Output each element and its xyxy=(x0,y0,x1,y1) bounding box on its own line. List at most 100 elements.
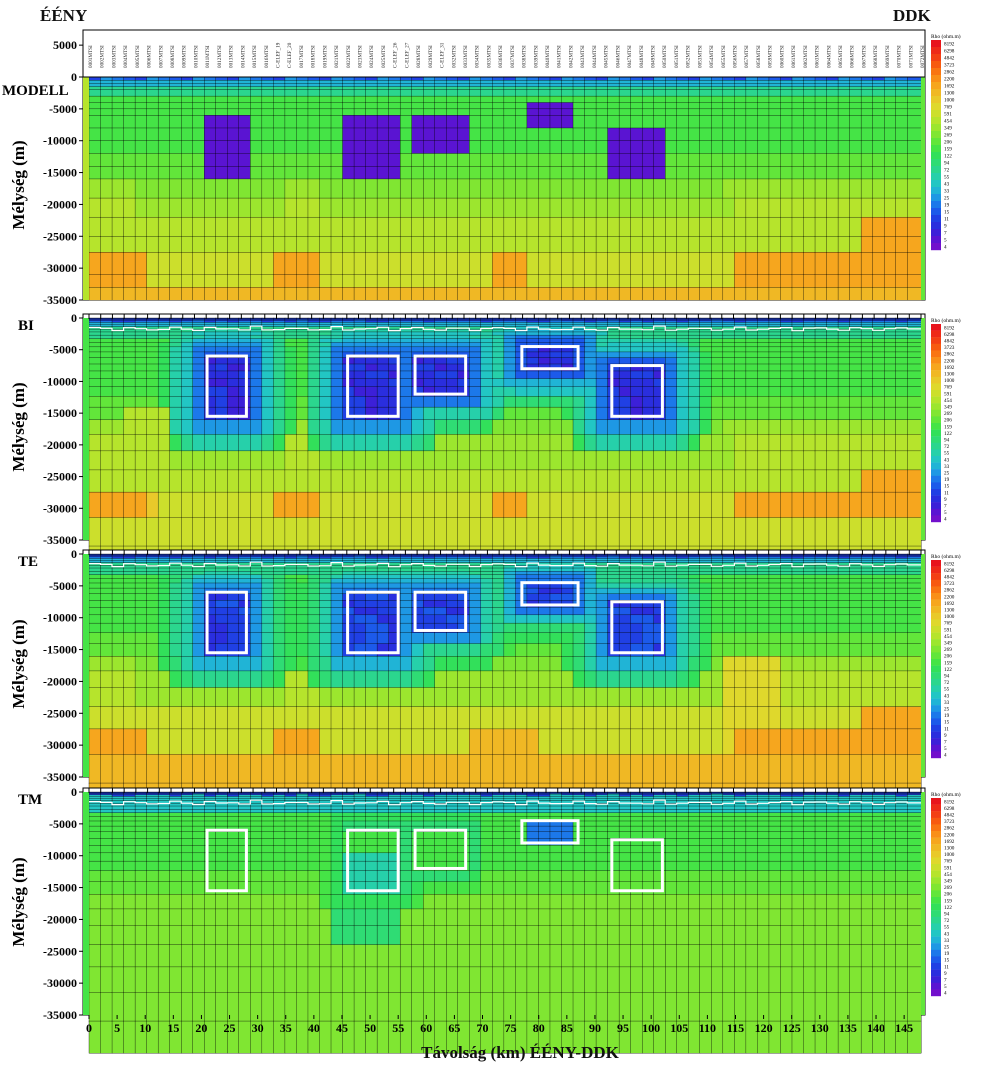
heatmap-cell xyxy=(526,80,539,84)
heatmap-cell xyxy=(423,687,436,708)
heatmap-cell xyxy=(134,607,148,616)
colorbar-swatch xyxy=(931,215,941,223)
heatmap-cell xyxy=(446,491,459,518)
heatmap-cell xyxy=(665,469,678,493)
heatmap-cell xyxy=(181,450,194,471)
heatmap-cell xyxy=(480,396,493,408)
heatmap-cell xyxy=(134,331,148,336)
panel-label: BI xyxy=(18,318,34,334)
heatmap-cell xyxy=(111,351,125,359)
heatmap-cell xyxy=(665,76,678,81)
heatmap-cell xyxy=(895,83,908,88)
heatmap-cell xyxy=(895,197,908,218)
heatmap-cell xyxy=(676,274,689,288)
heatmap-cell xyxy=(618,140,632,154)
heatmap-cell xyxy=(411,706,424,730)
heatmap-cell xyxy=(826,346,839,353)
heatmap-cell xyxy=(192,632,205,644)
heatmap-cell xyxy=(399,517,413,547)
heatmap-cell xyxy=(503,728,516,755)
heatmap-cell xyxy=(515,687,528,708)
heatmap-cell xyxy=(146,622,159,634)
heatmap-cell xyxy=(872,140,885,154)
heatmap-cell xyxy=(676,166,689,180)
heatmap-cell xyxy=(607,331,620,336)
heatmap-cell xyxy=(330,80,344,84)
heatmap-cell xyxy=(872,351,885,359)
heatmap-cell xyxy=(296,331,309,336)
heatmap-cell xyxy=(227,274,240,288)
heatmap-cell xyxy=(860,197,874,218)
heatmap-cell xyxy=(88,252,101,275)
heatmap-cell xyxy=(319,108,332,116)
heatmap-cell xyxy=(273,670,286,688)
heatmap-cell xyxy=(480,274,493,288)
heatmap-cell xyxy=(561,80,574,84)
heatmap-cell xyxy=(572,153,586,167)
heatmap-cell xyxy=(503,331,516,336)
heatmap-cell xyxy=(181,86,194,91)
heatmap-cell xyxy=(630,287,643,301)
heatmap-cell xyxy=(572,127,586,142)
heatmap-cell xyxy=(181,357,194,365)
heatmap-cell xyxy=(814,406,828,421)
heatmap-cell xyxy=(814,274,828,288)
heatmap-cell xyxy=(768,378,781,388)
heatmap-cell xyxy=(492,351,505,359)
heatmap-cell xyxy=(618,434,632,452)
heatmap-cell xyxy=(238,115,251,129)
heatmap-cell xyxy=(446,578,459,584)
heatmap-cell xyxy=(595,434,609,452)
heatmap-cell xyxy=(884,346,897,353)
station-label: 0023MTSI xyxy=(358,45,364,68)
heatmap-cell xyxy=(192,687,205,708)
heatmap-cell xyxy=(376,342,390,348)
heatmap-cell xyxy=(849,469,862,493)
heatmap-cell xyxy=(250,587,263,595)
heatmap-cell xyxy=(376,102,390,110)
heatmap-cell xyxy=(665,351,678,359)
heatmap-cell xyxy=(711,153,724,167)
heatmap-cell xyxy=(284,396,297,408)
heatmap-cell xyxy=(734,287,747,301)
heatmap-cell xyxy=(399,89,413,97)
heatmap-cell xyxy=(872,406,885,421)
heatmap-cell xyxy=(365,656,378,672)
heatmap-cell xyxy=(618,153,632,167)
heatmap-cell xyxy=(584,140,597,154)
heatmap-cell xyxy=(123,593,136,601)
heatmap-cell xyxy=(169,670,182,688)
heatmap-cell xyxy=(526,197,539,218)
heatmap-cell xyxy=(814,153,828,167)
heatmap-cell xyxy=(204,517,217,547)
station-label: 0019MTSI xyxy=(322,45,328,68)
heatmap-cell xyxy=(630,491,643,518)
heatmap-cell xyxy=(688,89,701,97)
heatmap-cell xyxy=(134,236,148,253)
heatmap-cell xyxy=(388,115,401,129)
heatmap-cell xyxy=(411,728,424,755)
heatmap-cell xyxy=(388,83,401,88)
heatmap-cell xyxy=(849,419,862,435)
heatmap-cell xyxy=(665,86,678,91)
heatmap-cell xyxy=(365,370,378,380)
heatmap-cell xyxy=(584,127,597,142)
heatmap-cell xyxy=(134,342,148,348)
heatmap-cell xyxy=(296,338,309,343)
station-label: 0042MTSI xyxy=(569,45,575,68)
heatmap-cell xyxy=(722,346,735,353)
heatmap-cell xyxy=(434,491,447,518)
heatmap-cell xyxy=(653,178,666,199)
heatmap-cell xyxy=(480,582,493,589)
heatmap-cell xyxy=(768,338,781,343)
heatmap-cell xyxy=(319,578,332,584)
heatmap-cell xyxy=(895,216,908,237)
heatmap-cell xyxy=(88,80,101,84)
heatmap-cell xyxy=(250,127,263,142)
heatmap-cell xyxy=(146,197,159,218)
heatmap-cell xyxy=(376,622,390,634)
heatmap-cell xyxy=(376,216,390,237)
heatmap-cell xyxy=(319,517,332,547)
heatmap-cell xyxy=(895,274,908,288)
heatmap-cell xyxy=(780,86,793,91)
